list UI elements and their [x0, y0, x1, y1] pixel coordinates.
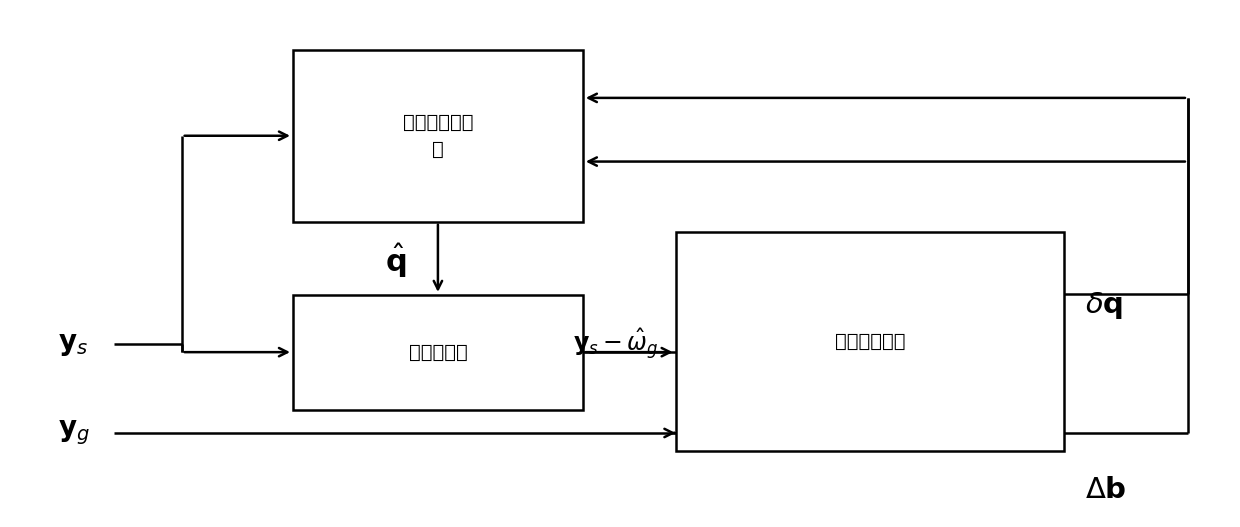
Text: $\mathbf{y}_g$: $\mathbf{y}_g$ [58, 418, 91, 447]
Text: 姿态预测与修
正: 姿态预测与修 正 [403, 113, 474, 159]
Text: 卡尔曼滤波器: 卡尔曼滤波器 [835, 332, 905, 351]
Text: $\delta\mathbf{q}$: $\delta\mathbf{q}$ [1085, 290, 1123, 321]
Bar [293, 50, 583, 222]
Text: $\mathbf{y}_s$: $\mathbf{y}_s$ [58, 330, 88, 358]
Text: $\Delta\mathbf{b}$: $\Delta\mathbf{b}$ [1085, 476, 1127, 504]
Bar [676, 232, 1064, 451]
Text: 测量值生成: 测量值生成 [408, 343, 467, 362]
Text: $\hat{\mathbf{q}}$: $\hat{\mathbf{q}}$ [384, 242, 405, 280]
Bar [293, 295, 583, 409]
Text: $\mathbf{y}_s - \hat{\omega}_g$: $\mathbf{y}_s - \hat{\omega}_g$ [573, 327, 660, 362]
